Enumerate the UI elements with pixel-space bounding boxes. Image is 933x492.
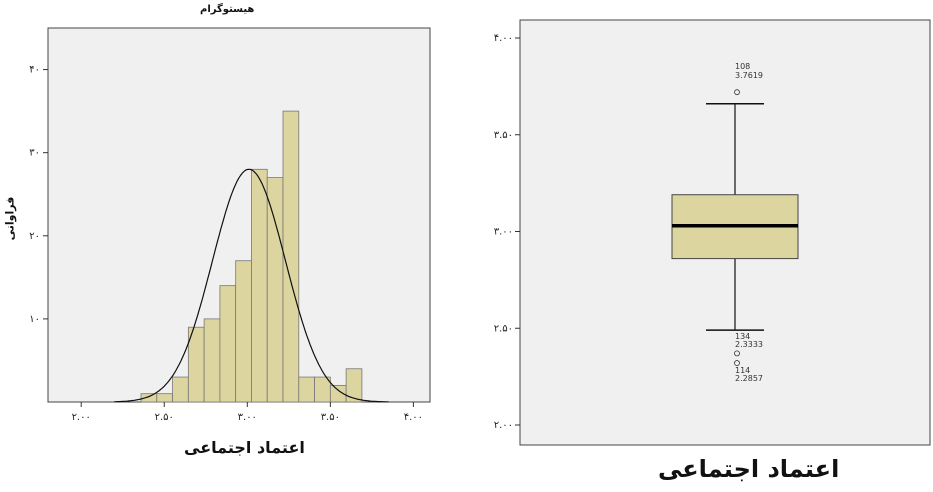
histogram-bar <box>345 368 363 403</box>
y-tick-label: ۲.۰۰ <box>494 420 513 431</box>
boxplot-panel: ۲.۰۰ ۲.۵۰ ۳.۰۰ ۳.۵۰ ۴.۰۰ 108 3.7619 134 2.3333 11… <box>470 0 933 492</box>
outlier-id-label: 114 <box>735 366 750 375</box>
outlier-marker <box>734 350 740 357</box>
y-tick-label: ۱۰ <box>29 314 40 325</box>
x-tick-label: ۲.۵۰ <box>155 412 174 423</box>
y-tick-label: ۴.۰۰ <box>494 33 513 44</box>
y-tick-label: ۳۰ <box>29 148 40 159</box>
histogram-bar <box>314 376 331 403</box>
histogram-bar <box>203 318 221 403</box>
histogram-panel: هیستوگرام فراوانی ۲.۰۰ ۲.۵۰ ۳.۰۰ ۳.۵۰ ۴.۰۰ ۱۰… <box>0 0 440 492</box>
y-tick-label: ۳.۵۰ <box>494 130 513 141</box>
whisker-id-label: 134 <box>735 332 750 341</box>
outlier-value-label: 2.2857 <box>735 374 763 383</box>
y-tick-label: ۴۰ <box>29 65 40 76</box>
whisker-value-label: 2.3333 <box>735 340 763 349</box>
histogram-chart: ۲.۰۰ ۲.۵۰ ۳.۰۰ ۳.۵۰ ۴.۰۰ ۱۰ ۲۰ ۳۰ ۴۰ <box>29 27 431 423</box>
histogram-bar <box>266 177 284 403</box>
histogram-bar <box>282 110 300 403</box>
normal-curve <box>114 168 389 403</box>
outlier-id-label: 108 <box>735 62 750 71</box>
outlier-marker <box>734 360 740 366</box>
x-tick-label: ۴.۰۰ <box>404 412 423 423</box>
histogram-bar <box>251 168 268 403</box>
histogram-x-axis-title: اعتماد اجتماعی <box>184 438 305 457</box>
histogram-bar <box>156 393 173 403</box>
y-tick-label: ۲.۵۰ <box>494 323 513 334</box>
histogram-bar <box>172 376 189 403</box>
y-tick-label: ۳.۰۰ <box>494 227 513 238</box>
x-tick-label: ۲.۰۰ <box>72 412 91 423</box>
x-tick-label: ۳.۰۰ <box>238 412 257 423</box>
outlier-value-label: 3.7619 <box>735 71 763 80</box>
boxplot-x-axis-title: اعتماد اجتماعی <box>658 455 840 483</box>
histogram-bar <box>219 285 237 403</box>
histogram-bar <box>298 376 315 403</box>
outlier-marker <box>734 89 740 96</box>
y-tick-label: ۲۰ <box>29 231 40 242</box>
histogram-bar <box>235 260 252 403</box>
histogram-title: هیستوگرام <box>200 4 255 15</box>
x-tick-label: ۳.۵۰ <box>321 412 340 423</box>
